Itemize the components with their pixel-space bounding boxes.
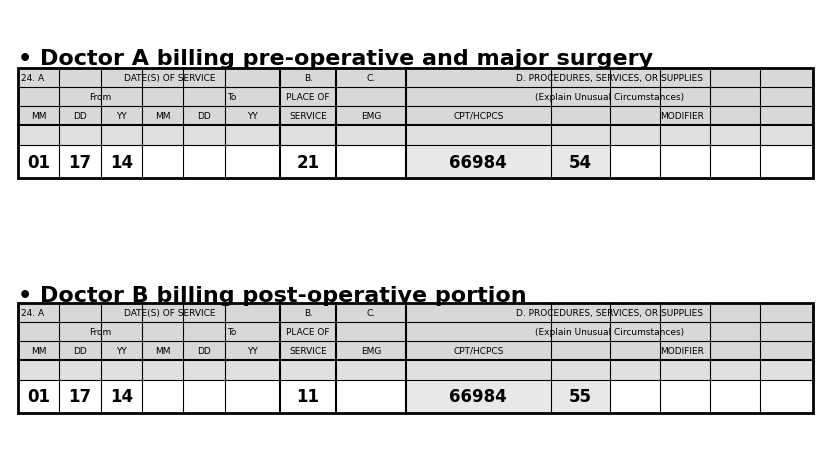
Text: 24. A: 24. A: [21, 308, 44, 317]
Bar: [18, 146, 813, 179]
Text: 66984: 66984: [449, 388, 507, 406]
Text: EMG: EMG: [361, 112, 381, 121]
Text: DD: DD: [198, 346, 211, 355]
Bar: [18, 303, 813, 360]
Text: 66984: 66984: [449, 153, 507, 171]
Bar: [406, 380, 550, 413]
Text: 14: 14: [110, 388, 133, 406]
Text: 24. A: 24. A: [21, 74, 44, 83]
Text: MODIFIER: MODIFIER: [660, 112, 704, 121]
Text: C.: C.: [366, 74, 375, 83]
Text: 21: 21: [296, 153, 320, 171]
Text: DD: DD: [73, 346, 87, 355]
Text: CPT/HCPCS: CPT/HCPCS: [453, 112, 504, 121]
Text: 54: 54: [569, 153, 592, 171]
Text: 01: 01: [27, 388, 50, 406]
Text: DD: DD: [198, 112, 211, 121]
Bar: [550, 146, 610, 179]
Text: SERVICE: SERVICE: [290, 112, 327, 121]
Text: DATE(S) OF SERVICE: DATE(S) OF SERVICE: [124, 74, 216, 83]
Text: D. PROCEDURES, SERVICES, OR SUPPLIES: D. PROCEDURES, SERVICES, OR SUPPLIES: [516, 308, 703, 317]
Text: (Explain Unusual Circumstances): (Explain Unusual Circumstances): [535, 93, 684, 101]
Text: DD: DD: [73, 112, 87, 121]
Text: MODIFIER: MODIFIER: [660, 346, 704, 355]
Text: •: •: [18, 49, 48, 69]
Text: D. PROCEDURES, SERVICES, OR SUPPLIES: D. PROCEDURES, SERVICES, OR SUPPLIES: [516, 74, 703, 83]
Bar: [18, 69, 813, 126]
Text: B.: B.: [304, 74, 313, 83]
Bar: [18, 303, 813, 413]
Text: PLACE OF: PLACE OF: [286, 93, 330, 101]
Text: •: •: [18, 285, 48, 305]
Text: To: To: [227, 93, 237, 101]
Text: To: To: [227, 327, 237, 336]
Bar: [406, 146, 550, 179]
Text: EMG: EMG: [361, 346, 381, 355]
Text: 01: 01: [27, 153, 50, 171]
Text: 17: 17: [68, 388, 91, 406]
Text: YY: YY: [247, 112, 258, 121]
Text: SERVICE: SERVICE: [290, 346, 327, 355]
Text: 55: 55: [569, 388, 592, 406]
Bar: [18, 380, 813, 413]
Text: DATE(S) OF SERVICE: DATE(S) OF SERVICE: [124, 308, 216, 317]
Text: From: From: [90, 327, 112, 336]
Text: MM: MM: [155, 346, 170, 355]
Text: PLACE OF: PLACE OF: [286, 327, 330, 336]
Text: From: From: [90, 93, 112, 101]
Text: 17: 17: [68, 153, 91, 171]
Text: CPT/HCPCS: CPT/HCPCS: [453, 346, 504, 355]
Text: MM: MM: [31, 112, 46, 121]
Text: YY: YY: [116, 346, 127, 355]
Text: 11: 11: [296, 388, 320, 406]
Text: Doctor A billing pre-operative and major surgery: Doctor A billing pre-operative and major…: [40, 49, 653, 69]
Text: YY: YY: [247, 346, 258, 355]
Bar: [18, 126, 813, 146]
Bar: [550, 380, 610, 413]
Bar: [18, 69, 813, 179]
Text: Doctor B billing post-operative portion: Doctor B billing post-operative portion: [40, 285, 526, 305]
Text: C.: C.: [366, 308, 375, 317]
Bar: [18, 360, 813, 380]
Text: MM: MM: [31, 346, 46, 355]
Text: B.: B.: [304, 308, 313, 317]
Text: YY: YY: [116, 112, 127, 121]
Text: 14: 14: [110, 153, 133, 171]
Text: MM: MM: [155, 112, 170, 121]
Text: (Explain Unusual Circumstances): (Explain Unusual Circumstances): [535, 327, 684, 336]
